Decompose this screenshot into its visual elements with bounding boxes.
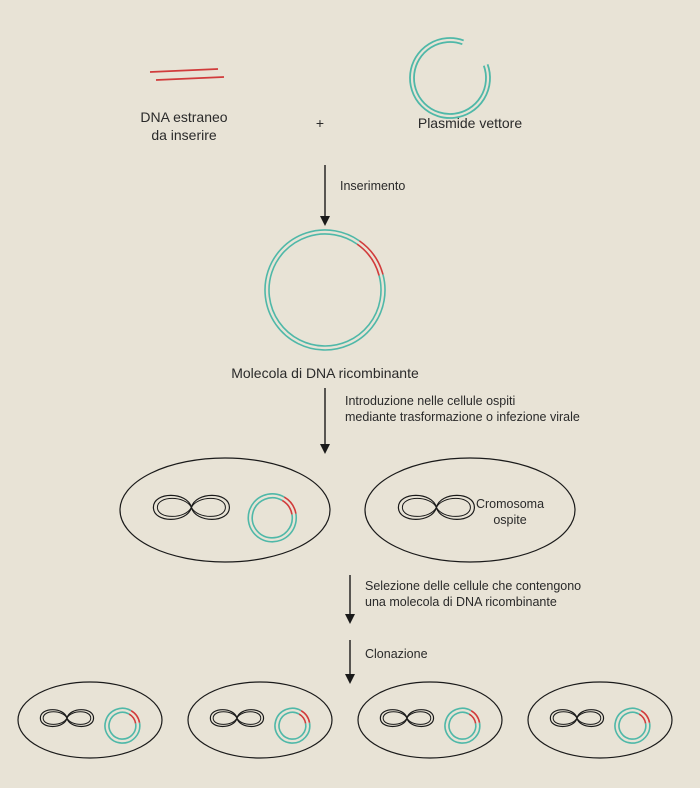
plasmid-vector-icon	[410, 38, 490, 118]
host-chromosome-label-2: ospite	[493, 513, 526, 527]
host-chromosome-label-1: Cromosoma	[476, 497, 544, 511]
arrow-insertion	[320, 165, 330, 226]
selection-label-1: Selezione delle cellule che contengono	[365, 579, 581, 593]
introduction-label-1: Introduzione nelle cellule ospiti	[345, 394, 515, 408]
arrow-introduction	[320, 388, 330, 454]
recombinant-dna-icon	[265, 230, 385, 350]
arrow-selection	[345, 575, 355, 624]
foreign-dna-label-2: da inserire	[151, 127, 217, 143]
selection-label-2: una molecola di DNA ricombinante	[365, 595, 557, 609]
cloned-cells-row	[18, 682, 672, 758]
insertion-label: Inserimento	[340, 179, 405, 193]
plus-symbol: +	[316, 115, 324, 131]
cloning-label: Clonazione	[365, 647, 428, 661]
plasmid-vector-label: Plasmide vettore	[418, 115, 522, 131]
arrow-cloning	[345, 640, 355, 684]
foreign-dna-icon	[150, 69, 224, 80]
introduction-label-2: mediante trasformazione o infezione vira…	[345, 410, 580, 424]
foreign-dna-label-1: DNA estraneo	[140, 109, 227, 125]
recombinant-label: Molecola di DNA ricombinante	[231, 365, 419, 381]
recombinant-dna-diagram: DNA estraneo da inserire + Plasmide vett…	[0, 0, 700, 788]
